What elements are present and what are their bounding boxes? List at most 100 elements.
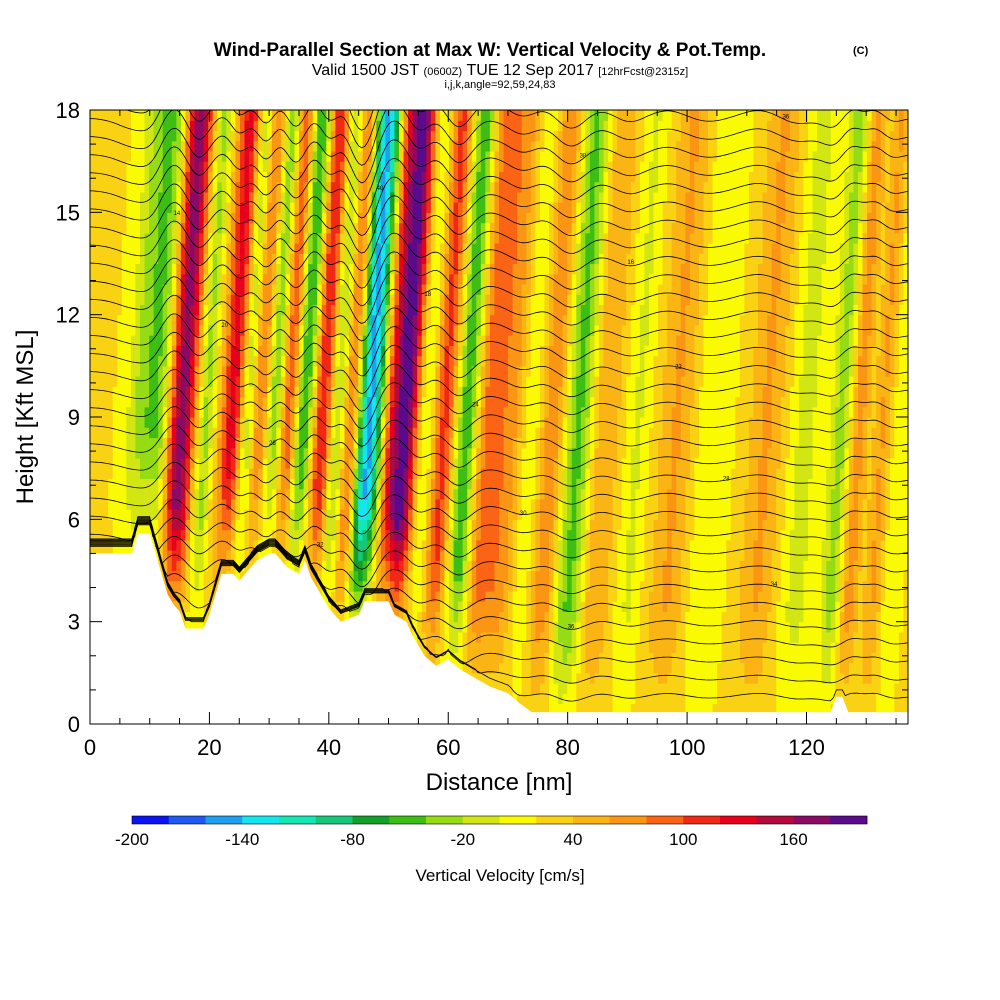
velocity-cell (376, 273, 382, 285)
velocity-cell (417, 621, 423, 633)
velocity-cell (371, 580, 377, 592)
velocity-cell (444, 304, 450, 316)
velocity-cell (244, 202, 250, 213)
velocity-cell (162, 457, 168, 469)
velocity-cell (435, 222, 441, 234)
velocity-cell (258, 314, 264, 326)
velocity-cell (349, 314, 355, 326)
velocity-cell (449, 427, 455, 439)
velocity-cell (303, 222, 309, 234)
velocity-cell (294, 110, 300, 121)
velocity-cell (158, 427, 164, 439)
velocity-cell (399, 406, 405, 418)
velocity-cell (90, 519, 96, 531)
velocity-cell (439, 273, 446, 285)
velocity-cell (426, 202, 432, 213)
velocity-cell (126, 191, 132, 203)
velocity-cell (162, 447, 168, 459)
velocity-cell (299, 171, 305, 183)
velocity-cell (212, 191, 218, 203)
velocity-cell (389, 550, 396, 561)
velocity-cell (385, 130, 391, 142)
velocity-cell (358, 550, 364, 561)
velocity-cell (408, 560, 414, 572)
velocity-cell (371, 376, 377, 387)
velocity-cell (439, 406, 446, 418)
velocity-cell (299, 468, 305, 479)
velocity-cell (344, 232, 350, 244)
velocity-cell (339, 386, 346, 398)
velocity-cell (349, 243, 355, 254)
velocity-cell (235, 550, 241, 561)
velocity-cell (162, 294, 168, 306)
velocity-cell (394, 590, 400, 602)
velocity-cell (376, 457, 382, 469)
velocity-cell (103, 365, 109, 377)
velocity-cell (94, 457, 100, 469)
velocity-cell (435, 171, 441, 183)
velocity-cell (203, 437, 209, 449)
velocity-cell (303, 294, 309, 306)
velocity-cell (239, 355, 246, 367)
velocity-cell (367, 181, 373, 193)
velocity-cell (394, 161, 400, 172)
velocity-cell (244, 447, 250, 459)
velocity-cell (421, 355, 427, 367)
velocity-cell (235, 222, 241, 234)
velocity-cell (439, 150, 446, 162)
velocity-cell (308, 488, 314, 500)
velocity-cell (330, 263, 336, 275)
velocity-cell (312, 539, 318, 551)
velocity-cell (353, 396, 359, 408)
velocity-cell (317, 365, 323, 377)
velocity-cell (403, 324, 409, 336)
velocity-cell (212, 294, 218, 306)
velocity-cell (144, 222, 150, 234)
velocity-cell (153, 161, 159, 172)
velocity-cell (353, 345, 359, 357)
velocity-cell (239, 212, 246, 224)
velocity-cell (267, 161, 273, 172)
velocity-cell (176, 437, 182, 449)
velocity-cell (267, 406, 273, 418)
velocity-cell (94, 232, 100, 244)
velocity-cell (330, 365, 336, 377)
velocity-cell (453, 396, 459, 408)
velocity-cell (271, 202, 277, 213)
velocity-cell (139, 427, 146, 439)
velocity-cell (353, 519, 359, 531)
velocity-cell (408, 396, 414, 408)
velocity-cell (262, 417, 268, 428)
velocity-cell (421, 488, 427, 500)
velocity-cell (212, 335, 218, 346)
velocity-cell (385, 509, 391, 520)
velocity-cell (299, 417, 305, 428)
velocity-cell (167, 447, 173, 459)
velocity-cell (344, 539, 350, 551)
velocity-cell (280, 519, 287, 531)
velocity-cell (194, 161, 200, 172)
velocity-cell (376, 283, 382, 295)
velocity-cell (149, 222, 155, 234)
velocity-cell (217, 386, 223, 398)
velocity-cell (430, 478, 436, 490)
velocity-cell (335, 427, 341, 439)
velocity-cell (149, 355, 155, 367)
velocity-cell (458, 560, 464, 572)
velocity-cell (349, 283, 355, 295)
velocity-cell (226, 110, 232, 121)
velocity-cell (112, 283, 118, 295)
velocity-cell (208, 335, 214, 346)
velocity-cell (180, 365, 187, 377)
velocity-cell (339, 161, 346, 172)
velocity-cell (380, 365, 386, 377)
velocity-cell (330, 335, 336, 346)
velocity-cell (430, 181, 436, 193)
velocity-cell (403, 232, 409, 244)
velocity-cell (249, 212, 255, 224)
velocity-cell (112, 509, 118, 520)
velocity-cell (126, 161, 132, 172)
velocity-cell (417, 580, 423, 592)
velocity-cell (303, 150, 309, 162)
velocity-cell (362, 273, 368, 285)
